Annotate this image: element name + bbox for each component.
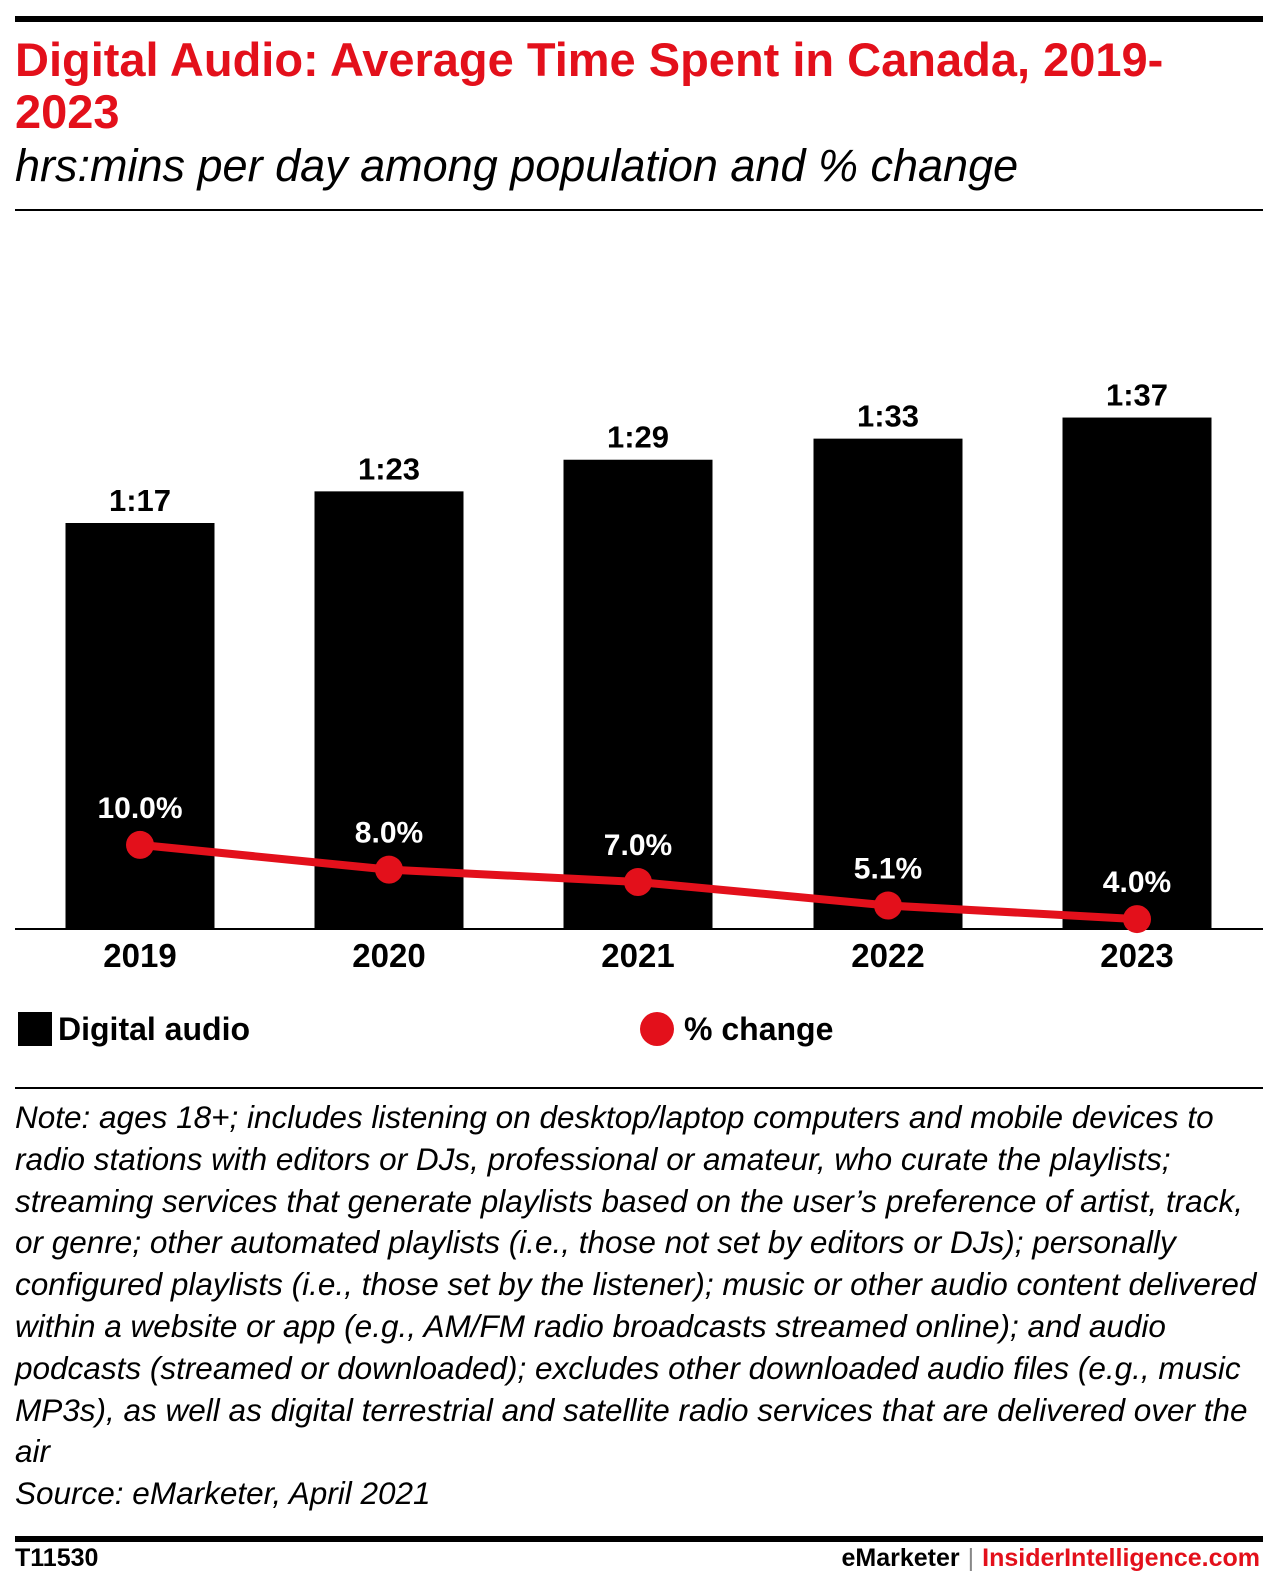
- pct-change-label-2021: 7.0%: [604, 829, 672, 862]
- pct-change-label-2019: 10.0%: [97, 792, 182, 825]
- x-tick-label-2021: 2021: [601, 937, 674, 974]
- pct-change-point-2023: [1123, 905, 1151, 934]
- x-tick-label-2019: 2019: [103, 937, 176, 974]
- pct-change-point-2020: [375, 855, 403, 884]
- source-text: Source: eMarketer, April 2021: [15, 1475, 431, 1512]
- bar-value-label-2021: 1:29: [607, 420, 669, 455]
- legend-label-pct-change: % change: [684, 1010, 834, 1047]
- bar-2021: [563, 459, 713, 929]
- chart-subtitle: hrs:mins per day among population and % …: [15, 140, 1019, 191]
- brand-insider-intelligence: InsiderIntelligence.com: [982, 1544, 1260, 1572]
- footer-brand: eMarketer | InsiderIntelligence.com: [842, 1544, 1261, 1572]
- chart-note: Note: ages 18+; includes listening on de…: [15, 1097, 1265, 1515]
- legend-dot-swatch: [640, 1012, 674, 1046]
- bar-value-label-2019: 1:17: [109, 483, 171, 518]
- note-text: Note: ages 18+; includes listening on de…: [15, 1099, 1257, 1470]
- bars-group: [65, 417, 1212, 929]
- note-divider: [15, 1087, 1263, 1089]
- legend-square-swatch: [18, 1012, 52, 1046]
- pct-change-point-2022: [874, 891, 902, 920]
- brand-emarketer: eMarketer: [841, 1544, 960, 1572]
- pct-change-point-2019: [126, 830, 154, 859]
- top-rule: [15, 16, 1263, 22]
- brand-separator: |: [967, 1544, 975, 1572]
- x-tick-label-2022: 2022: [851, 937, 924, 974]
- chart-title: Digital Audio: Average Time Spent in Can…: [15, 33, 1164, 138]
- x-tick-label-2020: 2020: [352, 937, 425, 974]
- chart-id: T11530: [15, 1544, 99, 1572]
- legend-item-digital-audio: Digital audio: [18, 1008, 250, 1050]
- pct-change-line-group: 10.0% 8.0% 7.0% 5.1% 4.0%: [97, 792, 1171, 934]
- bar-value-label-2023: 1:37: [1106, 378, 1168, 413]
- x-tick-labels-group: 2019 2020 2021 2022 2023: [103, 937, 1173, 974]
- bar-2019: [65, 523, 215, 929]
- pct-change-point-2021: [624, 868, 652, 897]
- bar-value-label-2020: 1:23: [358, 451, 420, 486]
- title-divider: [15, 209, 1263, 211]
- pct-change-label-2023: 4.0%: [1103, 866, 1171, 899]
- bar-2023: [1062, 417, 1212, 929]
- x-tick-label-2023: 2023: [1100, 937, 1173, 974]
- legend-label-digital-audio: Digital audio: [58, 1010, 250, 1047]
- bottom-rule: [15, 1536, 1263, 1542]
- bar-line-chart: 1:17 1:23 1:29 1:33 1:37 10.0% 8.0% 7.0% 5.1% 4.…: [15, 378, 1263, 974]
- bar-value-label-2022: 1:33: [857, 399, 919, 434]
- bar-labels-group: 1:17 1:23 1:29 1:33 1:37: [109, 378, 1168, 518]
- bar-2022: [813, 438, 963, 929]
- pct-change-label-2022: 5.1%: [854, 853, 922, 886]
- legend-item-pct-change: % change: [640, 1008, 833, 1050]
- pct-change-label-2020: 8.0%: [355, 817, 423, 850]
